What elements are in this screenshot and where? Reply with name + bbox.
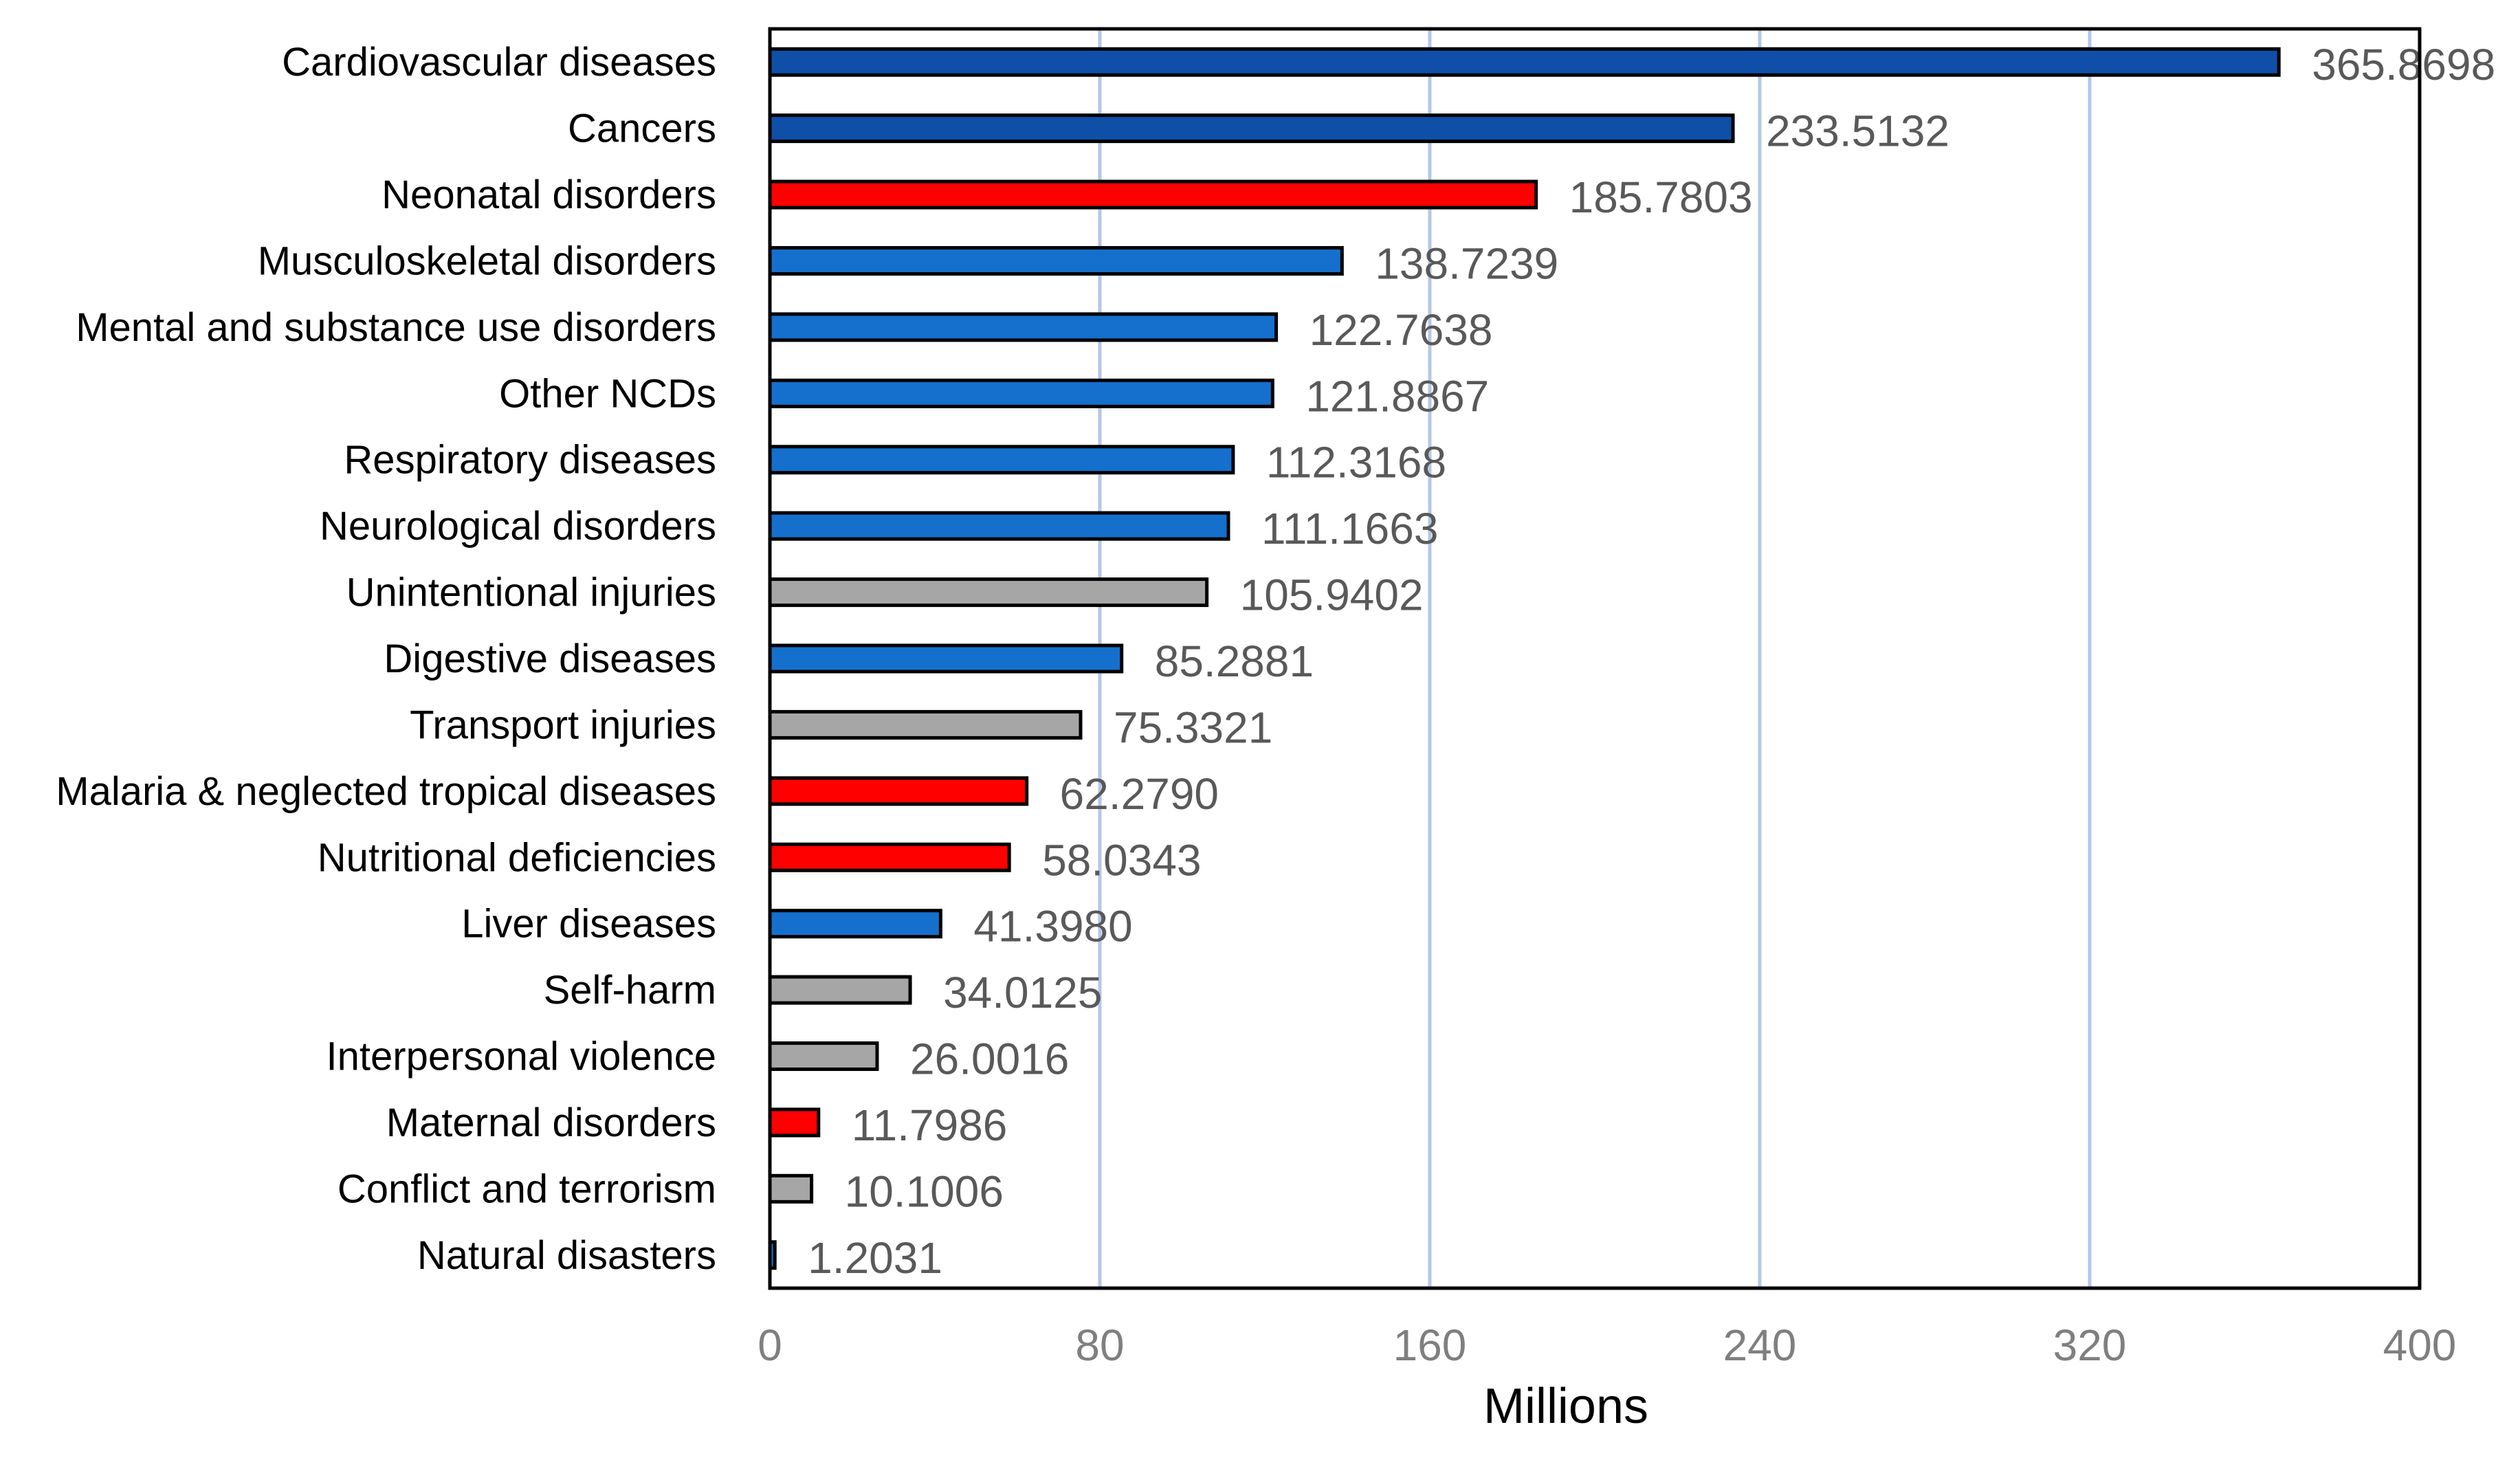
data-label: 58.0343: [1042, 835, 1201, 885]
y-tick-label: Neonatal disorders: [382, 173, 716, 217]
x-tick-label: 320: [2053, 1320, 2127, 1370]
data-label: 122.7638: [1309, 305, 1493, 355]
y-tick-label: Cancers: [568, 107, 716, 151]
y-tick-label: Cardiovascular diseases: [282, 40, 716, 85]
data-label: 11.7986: [852, 1100, 1008, 1150]
data-label: 105.9402: [1240, 571, 1424, 620]
data-label: 1.2031: [808, 1233, 942, 1283]
bar: [768, 245, 1344, 276]
bars: [768, 47, 2281, 1270]
y-tick-label: Malaria & neglected tropical diseases: [56, 769, 716, 814]
y-tick-label: Transport injuries: [410, 703, 716, 747]
y-tick-label: Digestive diseases: [384, 637, 716, 681]
bar: [768, 1173, 814, 1204]
data-label: 365.8698: [2312, 40, 2495, 89]
data-label: 41.3980: [973, 902, 1132, 951]
y-tick-label: Mental and substance use disorders: [76, 305, 716, 350]
y-tick-label: Musculoskeletal disorders: [258, 239, 716, 283]
x-tick-label: 400: [2383, 1320, 2457, 1370]
data-label: 85.2881: [1155, 637, 1314, 686]
y-tick-label: Natural disasters: [417, 1233, 716, 1278]
y-tick-label: Unintentional injuries: [346, 571, 716, 615]
bar: [768, 1041, 879, 1072]
plot-area-border: [768, 27, 2422, 1290]
category-labels: Cardiovascular diseases Cancers Neonatal d…: [56, 40, 716, 1278]
data-label: 233.5132: [1766, 107, 1949, 156]
bar: [768, 113, 1735, 144]
data-label: 111.1663: [1261, 504, 1438, 553]
y-tick-label: Nutritional deficiencies: [318, 835, 716, 880]
y-tick-label: Other NCDs: [499, 371, 716, 416]
bar: [768, 709, 1083, 740]
x-tick-label: 160: [1393, 1320, 1467, 1370]
bar: [768, 378, 1274, 408]
data-label: 75.3321: [1114, 703, 1272, 752]
y-tick-label: Conflict and terrorism: [338, 1166, 716, 1211]
y-tick-label: Liver diseases: [461, 902, 716, 947]
y-tick-label: Interpersonal violence: [327, 1035, 716, 1079]
bar: [768, 511, 1230, 541]
data-label: 138.7239: [1375, 239, 1558, 288]
bar: [768, 909, 942, 939]
data-label: 26.0016: [910, 1035, 1069, 1084]
bar: [768, 47, 2281, 77]
data-label: 34.0125: [943, 968, 1102, 1017]
bar: [768, 445, 1235, 475]
x-tick-labels: 0 80 160 240 320 400: [758, 1320, 2456, 1370]
data-label: 185.7803: [1569, 173, 1753, 222]
bar: [768, 577, 1209, 608]
bar: [768, 1107, 821, 1138]
y-tick-label: Respiratory diseases: [344, 438, 716, 483]
bar: [768, 312, 1279, 342]
data-label: 10.1006: [845, 1166, 1004, 1216]
x-tick-label: 240: [1723, 1320, 1797, 1370]
data-label: 62.2790: [1060, 769, 1219, 819]
bar: [768, 975, 912, 1005]
bar: [768, 179, 1538, 210]
y-tick-label: Self-harm: [544, 968, 716, 1013]
bar: [768, 842, 1011, 872]
x-tick-label: 80: [1075, 1320, 1124, 1370]
y-tick-label: Maternal disorders: [386, 1100, 716, 1145]
data-label: 112.3168: [1266, 438, 1446, 487]
bar: [768, 643, 1124, 674]
bar: [768, 776, 1029, 806]
x-axis-title: Millions: [1483, 1379, 1648, 1434]
y-tick-label: Neurological disorders: [320, 504, 716, 549]
x-tick-label: 0: [758, 1320, 782, 1370]
data-label: 121.8867: [1305, 371, 1489, 421]
